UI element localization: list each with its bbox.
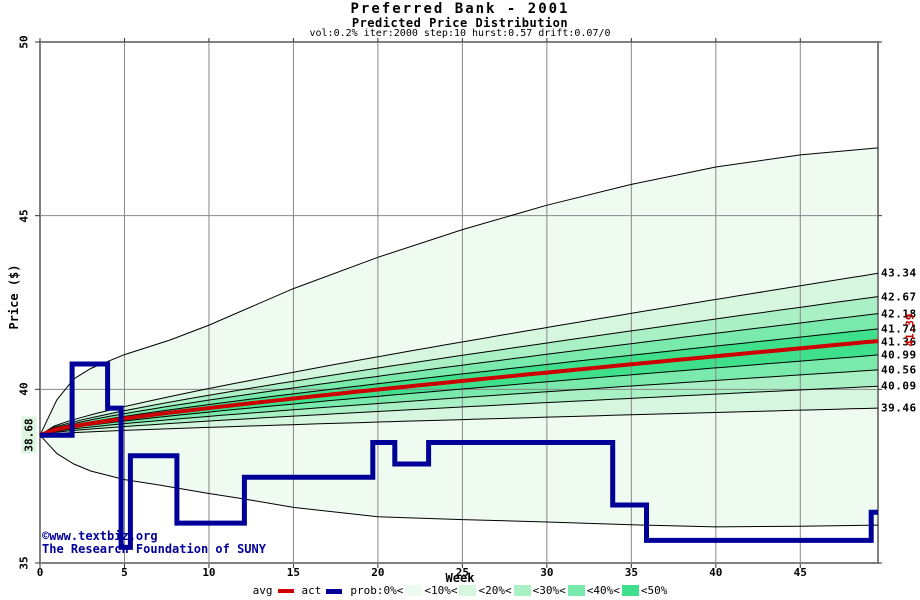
x-axis-label: Week	[445, 571, 475, 585]
legend-prob-swatch	[513, 585, 531, 596]
prob-boundary-line	[39, 354, 879, 436]
envelope-bottom-line	[39, 434, 879, 528]
legend-prob-label: <10%<	[424, 584, 458, 597]
envelope-top-line	[39, 147, 879, 436]
legend: avg act prob:0%< <10%< <20%< <30%< <40%< <50%	[0, 584, 920, 597]
avg-end-label: 41.39	[903, 313, 917, 347]
legend-prob-label: <30%<	[532, 584, 566, 597]
y-tick-label: 50	[17, 35, 31, 49]
prob-boundary-line	[39, 313, 879, 436]
legend-prob-label: prob:0%<	[350, 584, 404, 597]
price-boundary-label: 40.09	[881, 379, 917, 393]
legend-avg-swatch	[277, 589, 294, 593]
legend-act-label: act	[301, 584, 322, 597]
simulation-params: vol:0.2% iter:2000 step:10 hurst:0.57 dr…	[309, 28, 611, 39]
prob-boundary-line	[39, 385, 879, 436]
x-tick-label: 35	[624, 566, 638, 579]
x-tick-label: 20	[371, 566, 385, 579]
x-tick-label: 45	[793, 566, 807, 579]
x-tick-label: 40	[709, 566, 723, 579]
avg-price-line	[39, 339, 879, 438]
prob-boundary-line	[39, 369, 879, 436]
prob-boundary-line	[39, 328, 879, 436]
price-boundary-label: 39.46	[881, 401, 917, 415]
x-tick-label: 15	[286, 566, 301, 579]
price-boundary-label: 43.34	[881, 266, 917, 280]
price-boundary-label: 42.67	[881, 290, 917, 304]
price-boundary-label: 42.18	[881, 307, 917, 321]
prob-boundary-line	[39, 407, 879, 436]
x-tick-label: 0	[36, 566, 44, 579]
legend-prob-label: <20%<	[478, 584, 512, 597]
price-boundary-label: 40.99	[881, 348, 917, 362]
prob-band-0-10	[40, 147, 878, 527]
price-boundary-label: 40.56	[881, 363, 917, 377]
x-tick-label: 5	[121, 566, 128, 579]
legend-prob-label: <40%<	[586, 584, 620, 597]
legend-prob-swatch	[405, 585, 423, 596]
watermark-url: ©www.textbiz.org	[42, 529, 158, 543]
prob-boundary-line	[39, 272, 879, 436]
legend-prob-swatch	[459, 585, 477, 596]
x-tick-label: 25	[455, 566, 469, 579]
legend-prob-items: prob:0%< <10%< <20%< <30%< <40%< <50%	[350, 584, 667, 597]
y-tick-label: 35	[17, 556, 31, 570]
legend-act-swatch	[326, 588, 343, 594]
watermark-org: The Research Foundation of SUNY	[42, 542, 266, 556]
legend-prob-label: <50%	[640, 584, 668, 597]
start-price-label: 38.68	[21, 416, 37, 454]
x-tick-label: 30	[540, 566, 554, 579]
plot-frame	[39, 41, 879, 564]
x-tick-label: 10	[202, 566, 216, 579]
prob-boundary-line	[39, 296, 879, 436]
price-boundary-label: 41.74	[881, 322, 917, 336]
legend-avg-label: avg	[252, 584, 273, 597]
price-boundary-label: 41.36	[881, 335, 917, 349]
actual-price-line	[40, 361, 878, 550]
y-tick-label: 45	[17, 209, 31, 223]
y-tick-label: 40	[17, 382, 31, 396]
chart-title: Preferred Bank - 2001	[350, 1, 570, 17]
chart-subtitle: Predicted Price Distribution	[351, 16, 569, 30]
legend-prob-swatch	[621, 585, 639, 596]
legend-prob-swatch	[567, 585, 585, 596]
y-axis-label: Price ($)	[7, 264, 21, 330]
